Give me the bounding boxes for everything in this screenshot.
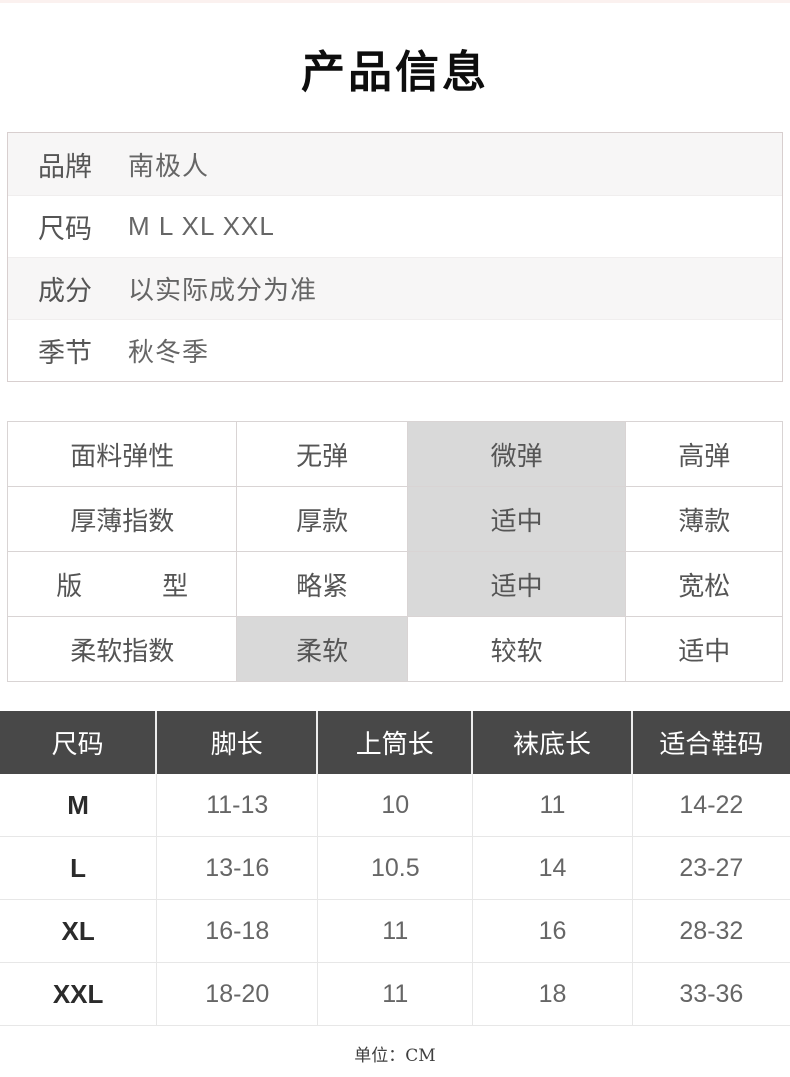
info-value-size: M L XL XXL	[128, 211, 275, 241]
info-row-size: 尺码 M L XL XXL	[8, 195, 782, 257]
attribute-label: 版型	[8, 552, 238, 617]
size-chart-header-cell: 袜底长	[473, 711, 633, 774]
attribute-option: 适中	[626, 617, 783, 682]
size-chart-header-cell: 尺码	[0, 711, 158, 774]
unit-note: 单位：CM	[354, 1046, 436, 1066]
size-chart-row-xl: XL 16-18 11 16 28-32	[0, 900, 790, 963]
size-value-cell: 13-16	[157, 837, 319, 900]
attribute-option: 较软	[407, 617, 627, 682]
size-value-cell: 16	[473, 900, 633, 963]
top-accent-strip	[0, 0, 790, 3]
attribute-label-text: 面料弹性	[70, 440, 175, 471]
size-name-cell: L	[0, 837, 158, 900]
attribute-label-text: 柔软指数	[70, 635, 175, 666]
size-chart-row-l: L 13-16 10.5 14 23-27	[0, 837, 790, 900]
size-value-cell: 16-18	[157, 900, 319, 963]
info-value-brand: 南极人	[128, 150, 210, 181]
size-chart-row-xxl: XXL 18-20 11 18 33-36	[0, 963, 790, 1026]
attribute-option: 薄款	[626, 487, 783, 552]
info-label-composition: 成分	[38, 276, 92, 306]
attribute-option: 高弹	[626, 422, 783, 487]
attribute-option: 无弹	[237, 422, 408, 487]
size-value-cell: 11-13	[157, 774, 319, 837]
size-value-cell: 18-20	[157, 963, 319, 1026]
attribute-option-selected: 适中	[407, 487, 627, 552]
info-row-composition: 成分 以实际成分为准	[8, 257, 782, 319]
size-chart-header-cell: 适合鞋码	[659, 729, 764, 759]
attribute-label: 厚薄指数	[8, 487, 238, 552]
info-row-season: 季节 秋冬季	[8, 319, 782, 381]
size-name-cell: XL	[0, 900, 158, 963]
info-label-size: 尺码	[38, 214, 92, 244]
attribute-label-text: 版型	[56, 570, 189, 601]
attribute-label: 面料弹性	[8, 422, 238, 487]
attribute-label-text: 厚薄指数	[70, 505, 175, 536]
size-value-cell: 10	[318, 774, 474, 837]
size-value-cell: 11	[318, 900, 474, 963]
info-label-season: 季节	[38, 338, 92, 368]
size-value-cell: 11	[318, 963, 474, 1026]
info-value-season: 秋冬季	[128, 337, 210, 367]
size-value-cell: 11	[473, 774, 633, 837]
attribute-option: 厚款	[237, 487, 408, 552]
size-name-cell: XXL	[0, 963, 158, 1026]
size-value-cell: 10.5	[318, 837, 474, 900]
attribute-label: 柔软指数	[8, 617, 238, 682]
size-chart-row-m: M 11-13 10 11 14-22	[0, 774, 790, 837]
size-value-cell: 18	[473, 963, 633, 1026]
size-chart-header-cell: 脚长	[157, 711, 319, 774]
info-label-brand: 品牌	[38, 151, 92, 182]
info-value-composition: 以实际成分为准	[128, 275, 318, 305]
page-title: 产品信息	[301, 48, 489, 97]
size-chart-header-row: 尺码 脚长 上筒长 袜底长 适合鞋码	[0, 711, 790, 774]
info-row-brand: 品牌 南极人	[8, 133, 782, 195]
attribute-option-selected: 适中	[407, 552, 627, 617]
size-value-cell: 33-36	[632, 963, 790, 1026]
size-value-cell: 14-22	[632, 774, 790, 837]
size-value-cell: 14	[473, 837, 633, 900]
attribute-option-selected: 微弹	[407, 422, 627, 487]
product-info-table: 品牌 南极人 尺码 M L XL XXL 成分 以实际成分为准 季节 秋冬季	[7, 132, 783, 382]
size-chart-header-cell: 上筒长	[318, 711, 474, 774]
size-name-cell: M	[0, 774, 158, 837]
attribute-option: 宽松	[626, 552, 783, 617]
attribute-option: 略紧	[237, 552, 408, 617]
size-value-cell: 28-32	[632, 900, 790, 963]
size-value-cell: 23-27	[632, 837, 790, 900]
attributes-table: 面料弹性 无弹 微弹 高弹 厚薄指数 厚款 适中 薄款 版型 略紧 适中 宽松 …	[7, 421, 783, 682]
size-chart-table: 尺码 脚长 上筒长 袜底长 适合鞋码 M 11-13 10 11 14-22 L…	[0, 711, 790, 1026]
attribute-option-selected: 柔软	[237, 617, 408, 682]
